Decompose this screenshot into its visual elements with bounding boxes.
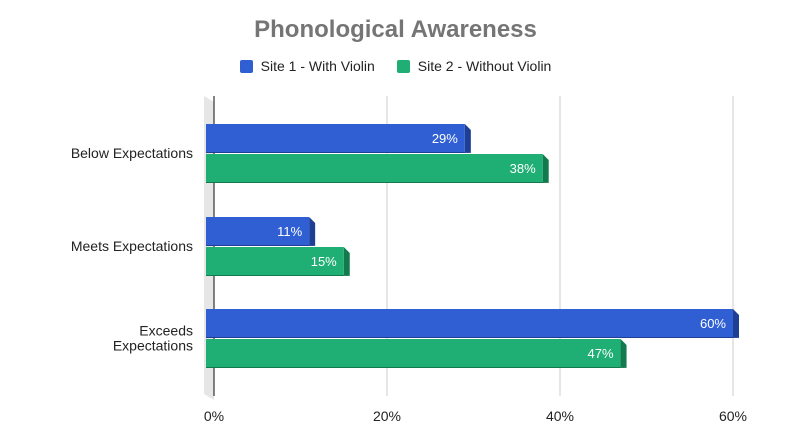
bar-side bbox=[733, 309, 739, 338]
legend-item-site-1[interactable]: Site 1 - With Violin bbox=[239, 58, 375, 74]
bar-site-2-0 bbox=[206, 154, 543, 182]
bar-shade bbox=[206, 245, 316, 246]
category-label: Exceeds bbox=[139, 323, 193, 339]
x-tick-label-60: 60% bbox=[719, 408, 747, 424]
category-label: Expectations bbox=[113, 338, 193, 354]
bar-site-1-0 bbox=[206, 124, 465, 152]
bar-shade bbox=[206, 337, 739, 338]
bar-side bbox=[343, 247, 350, 276]
data-label: 15% bbox=[311, 254, 337, 269]
bar-side bbox=[309, 217, 316, 246]
bar-site-2-2 bbox=[206, 339, 621, 367]
x-tick-label-0: 0% bbox=[204, 408, 224, 424]
bar-shade bbox=[206, 152, 471, 153]
legend-swatch-site-2 bbox=[396, 59, 410, 73]
category-label: Below Expectations bbox=[71, 145, 193, 161]
bar-side bbox=[620, 339, 627, 368]
bar-shade bbox=[206, 275, 350, 276]
legend-label-site-1: Site 1 - With Violin bbox=[260, 58, 375, 74]
data-label: 38% bbox=[510, 161, 536, 176]
bar-shade bbox=[206, 182, 549, 183]
bar-site-2-1 bbox=[206, 247, 344, 275]
bar-site-1-2 bbox=[206, 309, 733, 337]
x-tick-label-20: 20% bbox=[373, 408, 401, 424]
data-label: 29% bbox=[432, 131, 458, 146]
bar-site-1-1 bbox=[206, 217, 310, 245]
bar-side bbox=[464, 124, 471, 153]
x-tick-label-40: 40% bbox=[546, 408, 574, 424]
legend: Site 1 - With Violin Site 2 - Without Vi… bbox=[0, 58, 791, 74]
data-label: 47% bbox=[588, 346, 614, 361]
data-label: 11% bbox=[277, 224, 302, 239]
legend-item-site-2[interactable]: Site 2 - Without Violin bbox=[396, 58, 552, 74]
legend-label-site-2: Site 2 - Without Violin bbox=[417, 58, 552, 74]
bar-shade bbox=[206, 367, 627, 368]
legend-swatch-site-1 bbox=[239, 59, 253, 73]
bar-side bbox=[542, 154, 549, 183]
chart-title: Phonological Awareness bbox=[254, 16, 537, 43]
data-label: 60% bbox=[700, 316, 726, 331]
category-label: Meets Expectations bbox=[71, 238, 193, 254]
